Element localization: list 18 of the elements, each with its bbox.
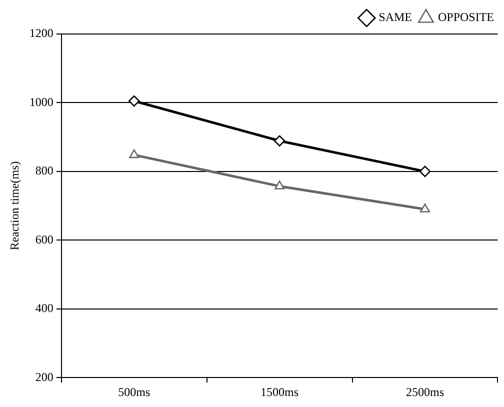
y-tick-label: 1000	[29, 94, 54, 109]
point	[274, 135, 286, 147]
point	[128, 95, 140, 107]
point	[420, 204, 430, 212]
y-axis-title: Reaction time(ms)	[7, 161, 22, 250]
x-tick-label: 1500ms	[260, 384, 299, 399]
point	[129, 149, 140, 158]
y-tick-label: 1200	[29, 26, 54, 40]
point	[274, 180, 285, 190]
legend-label: OPPOSITE	[438, 10, 494, 24]
legend-label: SAME	[378, 10, 412, 24]
y-tick-label: 800	[35, 164, 54, 178]
y-tick-label: 600	[35, 232, 54, 246]
x-tick-label: 500ms	[118, 384, 150, 399]
point	[419, 166, 431, 178]
x-tick-label: 2500ms	[406, 384, 444, 399]
y-tick-label: 200	[35, 370, 54, 384]
y-tick-label: 400	[35, 301, 54, 316]
